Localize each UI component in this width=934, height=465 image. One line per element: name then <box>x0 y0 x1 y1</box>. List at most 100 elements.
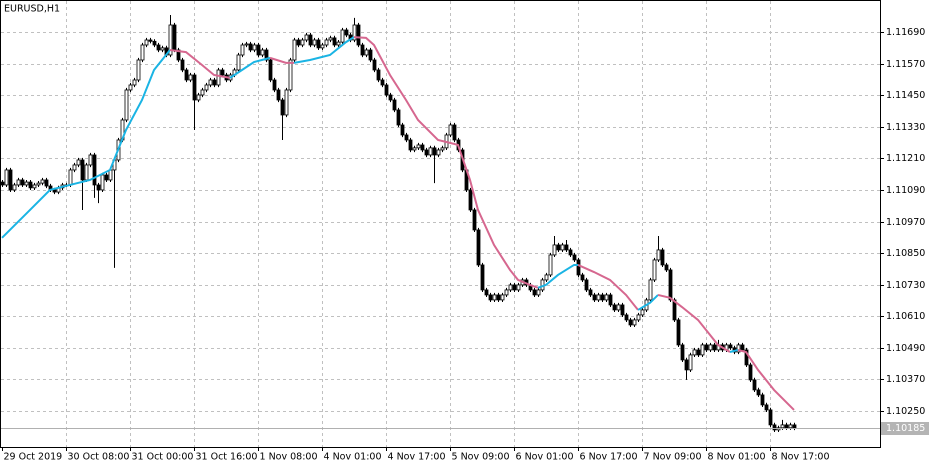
candle-body <box>168 24 173 56</box>
candle-body <box>332 37 337 46</box>
candle-body <box>660 249 665 266</box>
candle-body <box>220 69 225 76</box>
x-tick-label: 8 Nov 17:00 <box>772 452 830 463</box>
candle-body <box>612 304 617 311</box>
candle-body <box>752 379 757 391</box>
candle-body <box>212 79 217 86</box>
x-tick-label: 5 Nov 09:00 <box>452 452 510 463</box>
candle-body <box>600 294 605 301</box>
candle-body <box>632 319 637 326</box>
candle-body <box>428 147 433 156</box>
candle-body <box>404 134 409 141</box>
candle-body <box>40 179 45 184</box>
candle-body <box>480 264 485 291</box>
plot-frame <box>0 0 881 448</box>
candle-body <box>700 344 705 356</box>
candle-body <box>288 59 293 91</box>
candle-body <box>52 189 57 193</box>
candle-body <box>188 74 193 81</box>
candle-body <box>496 294 501 301</box>
candle-body <box>344 29 349 36</box>
candle-body <box>216 69 221 86</box>
candle-body <box>88 154 93 166</box>
x-tick-label: 31 Oct 00:00 <box>132 452 194 463</box>
moving-average <box>293 36 355 64</box>
candle-body <box>364 49 369 56</box>
candle-body <box>588 289 593 296</box>
candle-body <box>192 74 197 101</box>
candle-body <box>208 79 213 86</box>
y-tick-label: 1.10970 <box>886 217 925 228</box>
candle-body <box>300 39 305 46</box>
moving-average <box>637 294 659 311</box>
candle-body <box>628 319 633 326</box>
candle-body <box>744 349 749 366</box>
candle-body <box>392 99 397 111</box>
candle-body <box>472 209 477 231</box>
candle-body <box>32 184 37 189</box>
candle-body <box>556 244 561 251</box>
candle-body <box>636 314 641 321</box>
candle-body <box>640 309 645 316</box>
candle-body <box>548 254 553 276</box>
candle-body <box>316 39 321 49</box>
candle-body <box>376 69 381 81</box>
candle-body <box>756 389 761 396</box>
candle-body <box>356 24 361 46</box>
candle-body <box>372 59 377 71</box>
candle-body <box>196 94 201 101</box>
candle-body <box>244 43 249 46</box>
candle-body <box>652 259 657 281</box>
candle-body <box>280 99 285 116</box>
candle-body <box>268 59 273 81</box>
candle-body <box>408 139 413 151</box>
candle-body <box>20 179 25 186</box>
candle-body <box>688 354 693 371</box>
y-tick-label: 1.10610 <box>886 311 925 322</box>
candle-body <box>468 189 473 211</box>
candle-body <box>184 69 189 81</box>
candle-body <box>320 44 325 49</box>
candle-body <box>12 184 17 191</box>
candle-body <box>656 249 661 261</box>
candle-body <box>132 79 137 86</box>
candle-body <box>532 289 537 296</box>
candle-body <box>592 294 597 301</box>
y-tick-label: 1.11570 <box>886 59 925 70</box>
candle-body <box>424 149 429 156</box>
candle-body <box>328 37 333 41</box>
moving-average <box>169 48 231 79</box>
candle-body <box>156 44 161 51</box>
candle-body <box>248 43 253 51</box>
candle-body <box>492 294 497 301</box>
candle-body <box>284 89 289 116</box>
candle-body <box>292 39 297 61</box>
candle-body <box>128 84 133 91</box>
moving-average <box>737 348 795 411</box>
candle-body <box>696 349 701 356</box>
candle-body <box>24 181 29 186</box>
candle-body <box>44 179 49 187</box>
x-tick-label: 7 Nov 09:00 <box>644 452 702 463</box>
x-tick-label: 31 Oct 16:00 <box>196 452 258 463</box>
candle-body <box>312 39 317 46</box>
candle-body <box>740 344 745 351</box>
y-tick-label: 1.10370 <box>886 374 925 385</box>
candle-body <box>536 289 541 296</box>
y-tick-label: 1.11450 <box>886 90 925 101</box>
candle-body <box>416 144 421 149</box>
candle-body <box>384 84 389 96</box>
candle-body <box>436 149 441 156</box>
y-tick-label: 1.11090 <box>886 185 925 196</box>
candle-body <box>180 59 185 71</box>
candle-body <box>772 424 777 431</box>
candle-body <box>8 169 13 191</box>
candle-body <box>672 299 677 321</box>
candle-body <box>620 304 625 316</box>
last-price-label: 1.10185 <box>886 423 925 434</box>
candle-body <box>664 264 669 271</box>
candle-body <box>728 344 733 349</box>
candle-body <box>256 44 261 56</box>
moving-average <box>1 49 171 239</box>
